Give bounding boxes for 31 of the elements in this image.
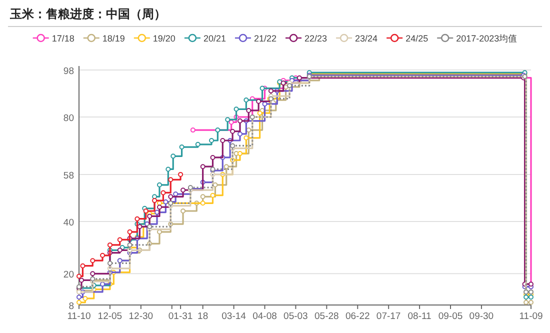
legend-label: 18/19 [102,34,125,44]
legend-label: 19/20 [152,34,176,44]
x-tick-label: 05-03 [284,311,308,322]
x-tick-label: 09-05 [438,311,463,322]
x-tick-label: 05-28 [314,311,339,322]
x-tick-label: 07-17 [376,311,401,322]
legend-label: 22/23 [304,34,328,44]
y-tick-label: 98 [63,66,74,77]
x-tick-label: 11-09 [519,311,543,322]
y-tick-label: 40 [63,217,74,228]
legend-label: 21/22 [254,34,277,44]
legend-label: 17/18 [52,34,74,44]
y-tick-label: 8 [68,301,74,312]
x-tick-label: 09-30 [469,311,494,322]
y-tick-label: 80 [63,113,74,124]
x-tick-label: 11-10 [67,311,91,322]
x-tick-label: 01-31 [168,311,193,322]
x-tick-label: 08-11 [408,311,432,322]
chart-title: 玉米：售粮进度：中国（周） [9,7,166,21]
legend-label: 20/21 [203,34,226,44]
legend-label: 23/24 [355,34,378,44]
legend-label: 24/25 [406,34,428,44]
legend-label: 2017-2023均值 [456,34,518,44]
x-tick-label: 12-05 [98,311,122,322]
y-tick-label: 58 [63,170,74,182]
x-tick-label: 18 [198,311,208,322]
y-tick-label: 20 [63,270,74,281]
x-tick-label: 04-08 [252,311,277,322]
x-tick-label: 12-30 [128,311,154,322]
x-tick-label: 06-22 [345,311,370,322]
x-tick-label: 03-14 [222,311,246,322]
